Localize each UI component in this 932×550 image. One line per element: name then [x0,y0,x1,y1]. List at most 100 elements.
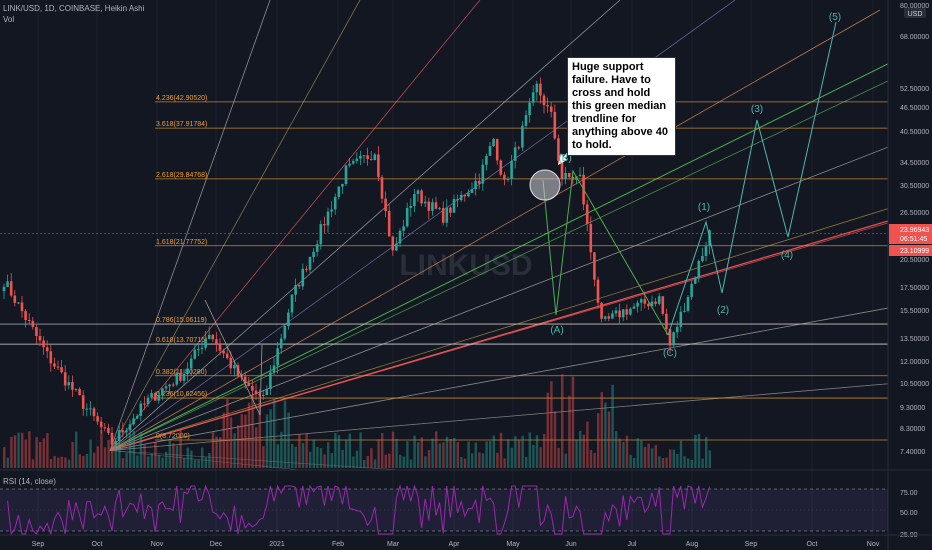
volume-bar [129,435,132,468]
candle [236,365,240,377]
fan-line [109,299,932,451]
volume-bar [611,384,614,468]
candle [438,208,441,210]
price-badge [889,245,932,256]
annotation-arrowhead [558,154,567,165]
candle [103,427,107,429]
volume-bar [93,452,96,468]
fib-level-label: 0.382(11.80280) [156,369,207,376]
volume-bar [309,451,312,468]
volume-bar [237,425,240,468]
volume-bar [75,431,78,468]
candle [225,353,229,358]
candle [474,180,477,190]
candle [459,194,463,201]
volume-bar [589,449,593,468]
candle [575,176,578,180]
volume-bar [456,442,459,468]
projection-path [667,21,837,336]
volume-bar [690,459,693,468]
price-tick: 7.40000 [900,449,925,456]
candle [564,172,567,180]
candle [528,102,531,116]
volume-bar [186,447,189,468]
volume-bar [265,414,269,468]
volume-bar [273,399,276,468]
candle [45,347,49,352]
volume-bar [636,438,639,468]
candle [74,388,78,390]
volume-bar [352,456,355,468]
candle [207,334,211,340]
volume-bar [31,459,35,468]
candle [614,310,618,314]
candle [672,332,675,346]
candle [521,125,524,148]
candle [265,389,269,396]
volume-bar [633,458,636,468]
price-tick: 9.30000 [900,405,925,412]
candle [272,365,276,373]
volume-bar [651,448,654,468]
candle [488,146,492,156]
volume-bar [615,431,618,468]
volume-bar [622,441,625,468]
candle [413,194,416,207]
candle [215,339,218,344]
candle [362,155,366,157]
candle [596,279,600,303]
volume-bar [661,458,665,468]
volume-bar [424,456,427,468]
candle [668,329,672,346]
candle [467,192,470,197]
price-tick: 17.50000 [900,285,929,292]
candle [553,111,557,139]
candle [456,198,459,201]
candle [395,243,398,251]
volume-bar [564,453,567,468]
volume-bar [420,437,423,468]
candle [650,301,654,307]
candle [283,326,287,339]
price-tick: 30.50000 [900,183,929,190]
candle [110,432,114,445]
candle [247,382,251,386]
volume-bar [298,433,301,468]
candle [229,357,233,369]
candle [96,416,99,422]
candle [330,209,333,212]
candle [506,178,510,180]
volume-bar [197,459,200,468]
price-tick: 68.00000 [900,34,929,41]
volume-bar [672,449,675,468]
candle [153,392,157,401]
volume-bar [125,453,128,468]
volume-bar [251,395,254,468]
candle [409,206,413,208]
candle [643,299,647,304]
volume-bar [103,447,107,468]
volume-bar [402,456,405,468]
fib-level-label: 0.618(13.70715) [156,337,207,344]
volume-bar [136,455,139,468]
candle [139,403,143,416]
candle [186,368,189,374]
highlight-circle [529,169,561,201]
candle [704,246,708,257]
price-badge-timer: 06:51:45 [900,236,927,243]
fan-line [109,194,932,451]
candle [420,190,423,204]
volume-bar [114,448,117,468]
volume-bar [179,430,182,468]
volume-bar [373,459,377,468]
volume-bar [13,435,17,468]
volume-bar [323,454,326,468]
candle [535,83,539,93]
volume-bar [172,443,175,468]
wave-label: (2) [717,305,729,316]
volume-bar [597,413,600,468]
candle [2,286,6,292]
volume-bar [49,458,53,468]
candle [193,349,197,359]
